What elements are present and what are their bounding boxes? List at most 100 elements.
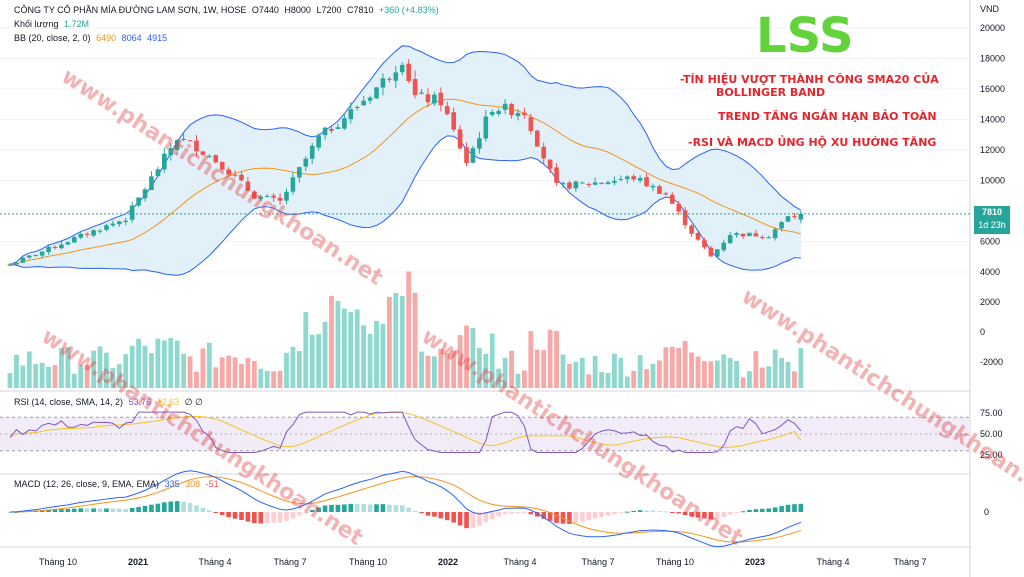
macd-histogram-bar	[380, 504, 386, 512]
volume-bar	[714, 360, 720, 388]
macd-histogram-bar	[316, 507, 321, 512]
volume-bar	[522, 370, 527, 388]
volume-value: 1.72M	[63, 19, 89, 29]
candle-body	[676, 203, 682, 212]
macd-pane	[7, 470, 804, 548]
volume-bar	[431, 356, 437, 388]
macd-histogram-bar	[168, 501, 174, 512]
price-tick-label: 16000	[980, 84, 1005, 94]
rsi-tick-label: 50.00	[980, 429, 1003, 439]
candle-body	[33, 255, 39, 257]
volume-bar	[438, 348, 444, 388]
rsi-line	[9, 411, 802, 453]
candle-body	[502, 103, 508, 110]
macd-histogram-bar	[284, 512, 289, 521]
bb-header: BB (20, close, 2, 0) 6490 8064 4915	[14, 33, 170, 43]
candle-body	[7, 264, 13, 266]
time-axis[interactable]: Tháng 10 2021 Tháng 4 Tháng 7 Tháng 10 2022 Th…	[39, 557, 927, 567]
time-tick-label: 2023	[745, 557, 765, 567]
candle-body	[573, 181, 579, 189]
candle-body	[65, 242, 71, 245]
macd-histogram-bar	[387, 504, 392, 512]
candle-body	[605, 182, 611, 185]
volume-bar	[502, 357, 508, 388]
volume-bar	[316, 334, 322, 388]
volume-bar	[329, 296, 334, 388]
volume-bar	[734, 361, 739, 388]
candle-body	[496, 111, 501, 114]
volume-label: Khối lượng	[14, 19, 59, 29]
volume-bar	[348, 312, 354, 388]
volume-bar	[264, 370, 270, 388]
ohlc-change: +360 (+4.83%)	[379, 5, 439, 15]
macd-histogram-bar	[792, 504, 797, 512]
volume-bar	[689, 352, 694, 388]
candle-body	[663, 193, 669, 195]
volume-bar	[213, 367, 219, 388]
candle-body	[219, 162, 225, 170]
macd-histogram-bar	[174, 501, 180, 512]
macd-label: MACD (12, 26, close, 9, EMA, EMA)	[14, 479, 160, 489]
volume-bar	[309, 334, 315, 388]
candle-body	[387, 78, 392, 80]
volume-bar	[676, 347, 682, 388]
candle-body	[567, 182, 572, 189]
candle-body	[200, 151, 206, 155]
candle-body	[258, 196, 264, 199]
macd-histogram-bar	[46, 509, 51, 512]
candle-body	[20, 257, 26, 263]
candle-body	[682, 210, 688, 226]
annotation-line-1: -TÍN HIỆU VƯỢT THÀNH CÔNG SMA20 CỦA	[680, 73, 939, 86]
macd-histogram-bar	[547, 512, 553, 521]
candle-body	[528, 117, 534, 132]
macd-histogram-bar	[464, 512, 469, 529]
candle-body	[213, 155, 219, 163]
macd-histogram-bar	[78, 508, 84, 512]
volume-bar	[84, 365, 90, 388]
volume-bar	[149, 353, 154, 388]
macd-histogram-bar	[747, 509, 752, 512]
volume-bar	[772, 349, 778, 388]
candle-body	[26, 255, 32, 258]
volume-bars	[7, 271, 804, 388]
candle-body	[239, 174, 244, 181]
volume-bar	[296, 350, 302, 388]
candle-body	[187, 140, 193, 142]
time-tick-label: Tháng 4	[198, 557, 231, 567]
volume-bar	[361, 325, 367, 388]
macd-histogram-bar	[753, 509, 759, 512]
annotation-line-2: BOLLINGER BAND	[716, 86, 826, 99]
volume-bar	[335, 301, 341, 388]
candle-body	[322, 127, 328, 136]
volume-bar	[669, 346, 675, 388]
volume-bar	[39, 362, 45, 388]
candle-body	[695, 232, 701, 240]
candle-body	[181, 138, 186, 140]
macd-histogram-bar	[798, 503, 804, 512]
bb-fill	[10, 45, 801, 276]
volume-bar	[644, 369, 649, 388]
candle-body	[779, 222, 784, 229]
macd-histogram-bar	[663, 511, 669, 513]
candle-body	[785, 216, 791, 222]
candle-body	[637, 178, 643, 181]
volume-bar	[59, 347, 64, 388]
macd-histogram-bar	[194, 505, 199, 512]
candle-body	[470, 148, 476, 163]
macd-histogram-bar	[676, 512, 682, 514]
volume-bar	[798, 348, 804, 388]
macd-histogram-bar	[361, 503, 366, 512]
macd-header: MACD (12, 26, close, 9, EMA, EMA) 335 30…	[14, 479, 222, 489]
rsi-header: RSI (14, close, SMA, 14, 2) 53.76 42.63 …	[14, 397, 206, 408]
macd-histogram-bar	[110, 508, 116, 512]
candlesticks[interactable]	[0, 59, 970, 267]
volume-bar	[142, 345, 148, 388]
candle-body	[657, 186, 662, 194]
volume-bar	[7, 373, 13, 388]
bb-label: BB (20, close, 2, 0)	[14, 33, 91, 43]
volume-bar	[489, 333, 495, 388]
volume-bar	[322, 321, 328, 388]
macd-histogram-bar	[7, 512, 13, 513]
macd-histogram-bar	[554, 512, 559, 523]
